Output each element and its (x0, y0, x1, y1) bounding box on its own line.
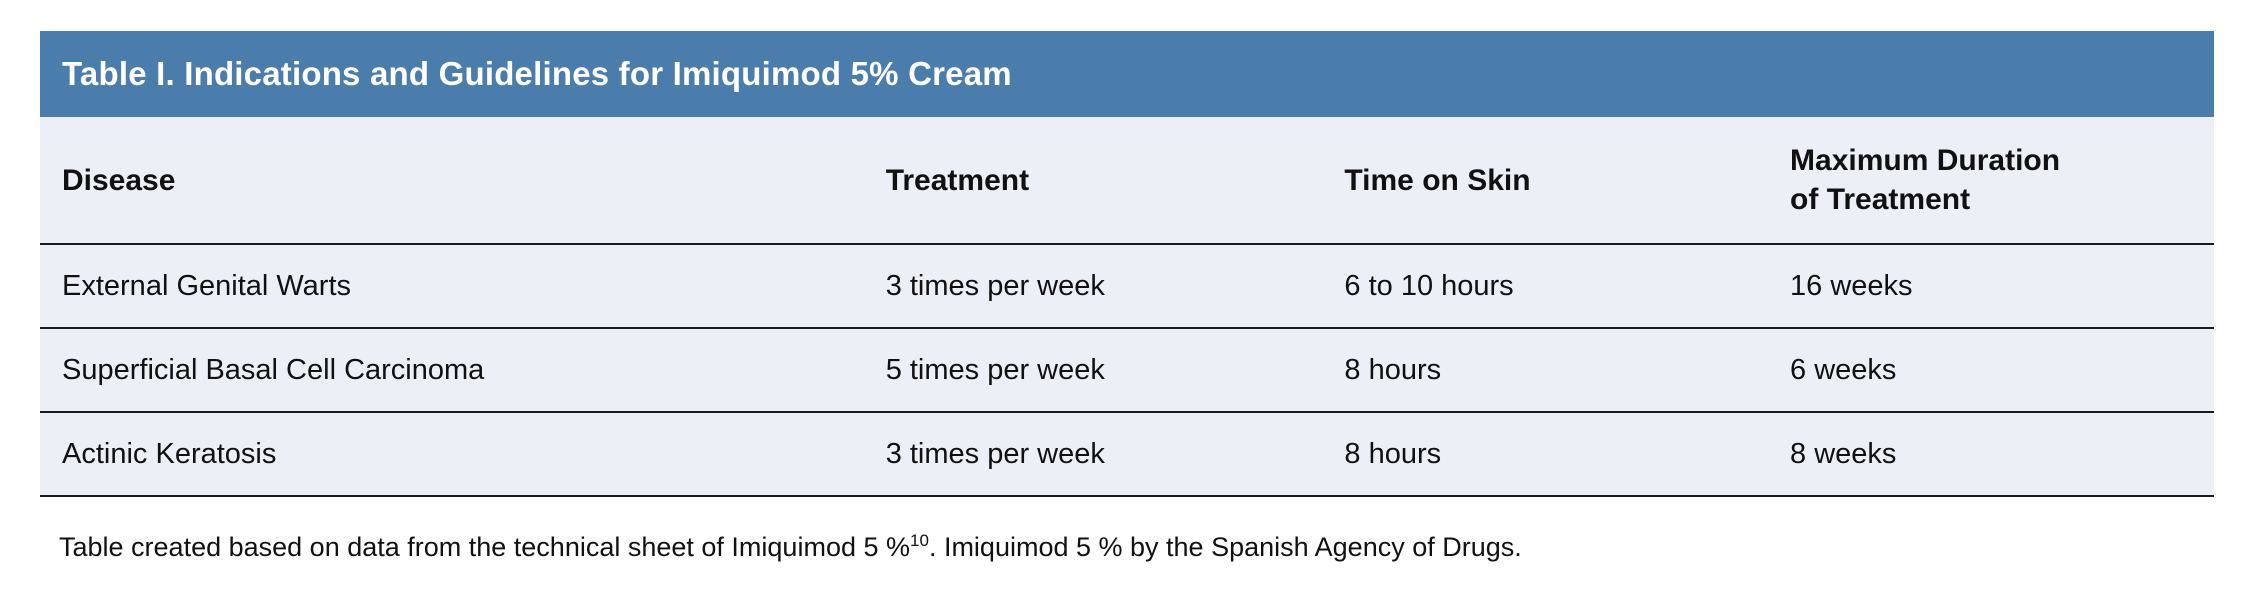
cell-disease: Actinic Keratosis (40, 412, 886, 497)
table-title: Table I. Indications and Guidelines for … (62, 55, 1012, 92)
table-row: Superficial Basal Cell Carcinoma 5 times… (40, 328, 2214, 413)
cell-treatment: 3 times per week (885, 244, 1345, 329)
footnote-text: Table created based on data from the tec… (59, 532, 911, 562)
column-header-treatment: Treatment (885, 117, 1345, 245)
table-title-bar: Table I. Indications and Guidelines for … (40, 31, 2214, 117)
indications-table: Table I. Indications and Guidelines for … (40, 31, 2214, 497)
cell-max-duration: 16 weeks (1790, 244, 2214, 329)
table-footnote: Table created based on data from the tec… (59, 530, 1522, 565)
column-header-max-duration: Maximum Duration of Treatment (1790, 117, 2214, 245)
cell-treatment: 5 times per week (885, 328, 1345, 413)
cell-treatment: 3 times per week (885, 412, 1345, 497)
cell-time-on-skin: 8 hours (1344, 328, 1791, 413)
header-row: Disease Treatment Time on Skin Maximum D… (40, 117, 2214, 245)
table-row: External Genital Warts 3 times per week … (40, 244, 2214, 329)
cell-max-duration: 8 weeks (1790, 412, 2214, 497)
footnote-reference-superscript: 10 (910, 531, 929, 550)
table-row: Actinic Keratosis 3 times per week 8 hou… (40, 412, 2214, 497)
column-header-time-on-skin: Time on Skin (1344, 117, 1791, 245)
cell-time-on-skin: 6 to 10 hours (1344, 244, 1791, 329)
cell-disease: Superficial Basal Cell Carcinoma (40, 328, 886, 413)
data-table: Disease Treatment Time on Skin Maximum D… (40, 117, 2214, 497)
footnote-text-continued: . Imiquimod 5 % by the Spanish Agency of… (928, 532, 1522, 562)
column-header-disease: Disease (40, 117, 886, 245)
cell-disease: External Genital Warts (40, 244, 886, 329)
cell-max-duration: 6 weeks (1790, 328, 2214, 413)
cell-time-on-skin: 8 hours (1344, 412, 1791, 497)
